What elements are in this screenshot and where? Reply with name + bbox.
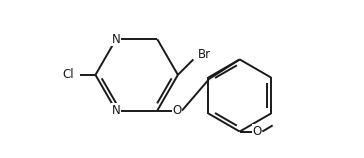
Text: Cl: Cl xyxy=(62,68,74,81)
Text: O: O xyxy=(172,104,182,117)
Text: N: N xyxy=(112,33,120,46)
Text: Br: Br xyxy=(197,48,211,61)
Text: O: O xyxy=(253,125,262,138)
Text: N: N xyxy=(112,104,120,117)
